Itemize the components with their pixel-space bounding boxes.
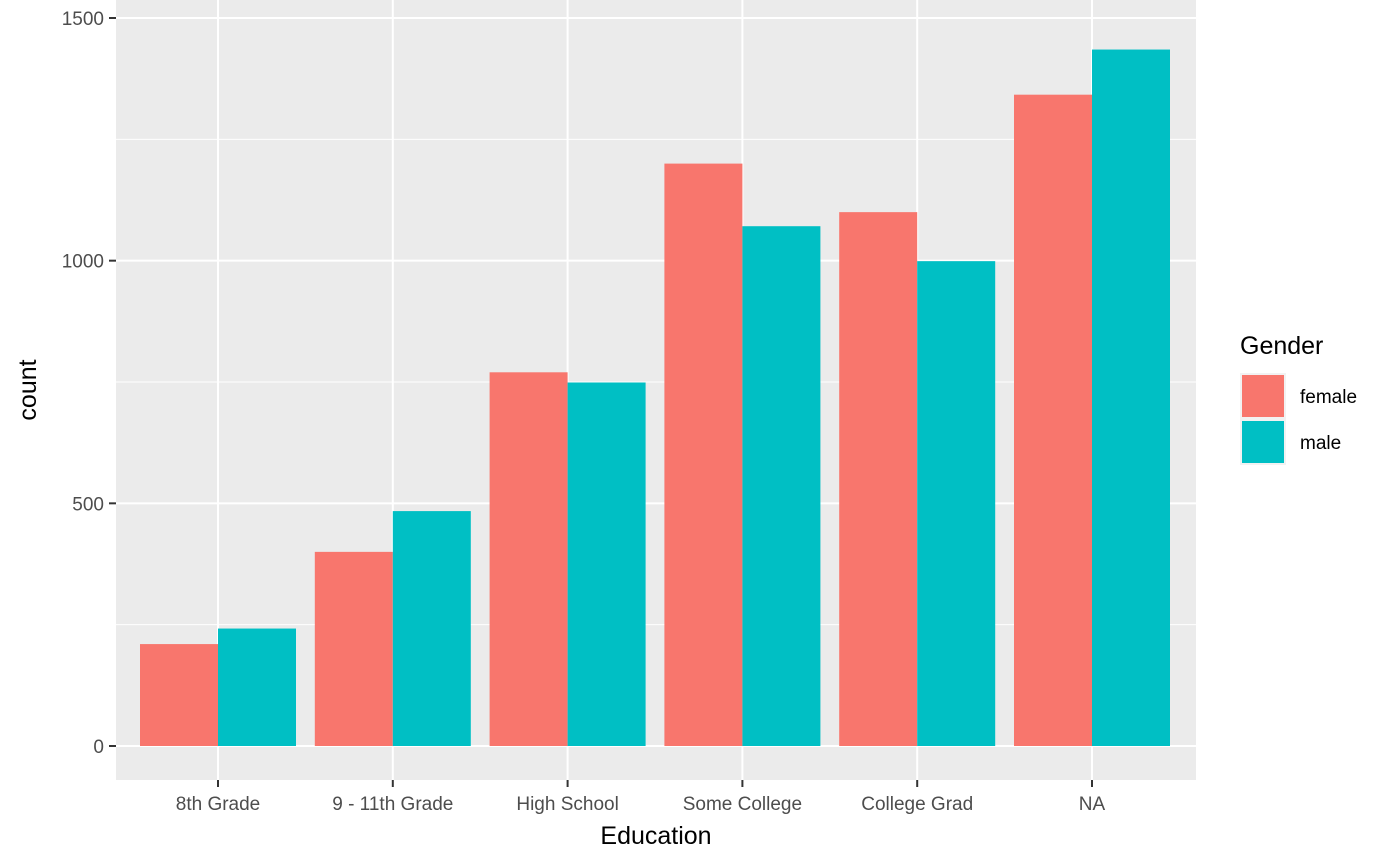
y-axis-title: count — [14, 359, 42, 420]
x-axis: 8th Grade 9 - 11th Grade High School Some C… — [176, 780, 1106, 815]
x-axis-title: Education — [600, 822, 711, 850]
legend-label-female: female — [1300, 387, 1357, 408]
legend-title: Gender — [1240, 332, 1323, 360]
legend-label-male: male — [1300, 433, 1341, 454]
x-tick-label: NA — [1079, 794, 1106, 815]
y-tick-label: 500 — [72, 494, 104, 515]
y-tick-label: 1000 — [62, 252, 104, 273]
bar-male-5 — [917, 261, 996, 746]
bar-female-5 — [839, 212, 918, 747]
bar-male-1 — [218, 628, 296, 746]
x-tick-label: 8th Grade — [176, 794, 261, 815]
bar-female-3 — [489, 372, 568, 746]
x-tick-label: High School — [516, 794, 618, 815]
legend-swatch-female — [1242, 375, 1284, 417]
legend-swatch-male — [1242, 421, 1284, 463]
x-tick-label: College Grad — [861, 794, 973, 815]
y-tick-label: 0 — [93, 737, 104, 758]
bar-female-2 — [314, 551, 393, 746]
bars — [140, 49, 1170, 747]
bar-male-4 — [742, 226, 821, 746]
x-tick-label: 9 - 11th Grade — [332, 794, 453, 815]
bar-male-6 — [1092, 49, 1170, 746]
bar-female-1 — [140, 644, 218, 746]
y-axis: 0 500 1000 1500 — [62, 9, 116, 758]
y-tick-label: 1500 — [62, 9, 104, 30]
bar-female-6 — [1014, 94, 1092, 746]
bar-male-2 — [392, 511, 471, 746]
bar-female-4 — [664, 163, 743, 747]
legend: Gender female male — [1240, 332, 1357, 465]
bar-male-3 — [567, 382, 646, 746]
x-tick-label: Some College — [683, 794, 802, 815]
